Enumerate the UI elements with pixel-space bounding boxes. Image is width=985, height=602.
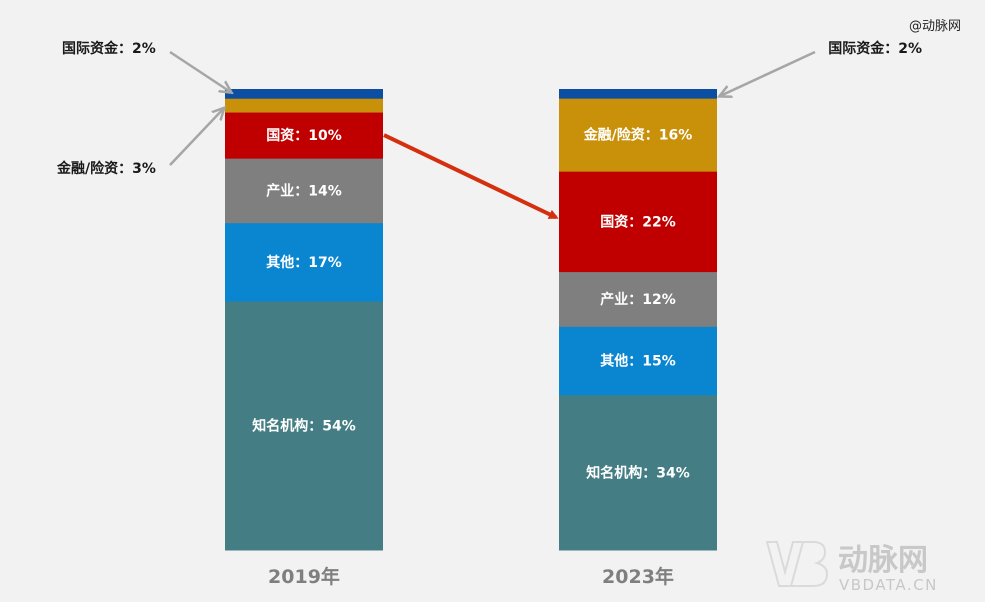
data-label-finance-0: 金融/险资：3%	[56, 160, 156, 177]
watermark-url: VBDATA.CN	[839, 576, 938, 594]
data-label-state-1: 国资：22%	[600, 213, 676, 230]
category-label-0: 2019年	[268, 565, 340, 588]
data-label-institution-1: 知名机构：34%	[586, 464, 690, 481]
bar-segment-finance-0	[225, 98, 383, 112]
pointer-arrow-finance-0	[170, 109, 223, 165]
data-label-finance-1: 金融/险资：16%	[583, 127, 693, 144]
data-label-industry-0: 产业：14%	[266, 182, 342, 199]
data-label-intl-0: 国际资金：2%	[62, 40, 156, 57]
bar-segment-intl-1	[559, 89, 717, 99]
vbdata-logo: 动脉网 VBDATA.CN	[763, 536, 973, 594]
data-label-other-0: 其他：17%	[266, 254, 342, 271]
labels-layer: 知名机构：54% 其他：17% 产业：14% 国资：10% 知名机构：34% 其他：15%…	[56, 40, 922, 481]
pointer-arrow-intl-0	[170, 52, 230, 92]
data-label-institution-0: 知名机构：54%	[252, 418, 356, 435]
category-labels: 2019年 2023年	[268, 565, 674, 588]
data-label-state-0: 国资：10%	[266, 127, 342, 144]
pointer-arrow-intl-1	[721, 52, 815, 96]
watermark-brand: 动脉网	[838, 543, 928, 578]
data-label-intl-1: 国际资金：2%	[828, 40, 922, 57]
data-label-other-1: 其他：15%	[600, 353, 676, 370]
bar-segment-intl-0	[225, 89, 383, 99]
trend-arrow-state	[384, 135, 556, 217]
data-label-industry-1: 产业：12%	[600, 291, 676, 308]
category-label-1: 2023年	[602, 565, 674, 588]
